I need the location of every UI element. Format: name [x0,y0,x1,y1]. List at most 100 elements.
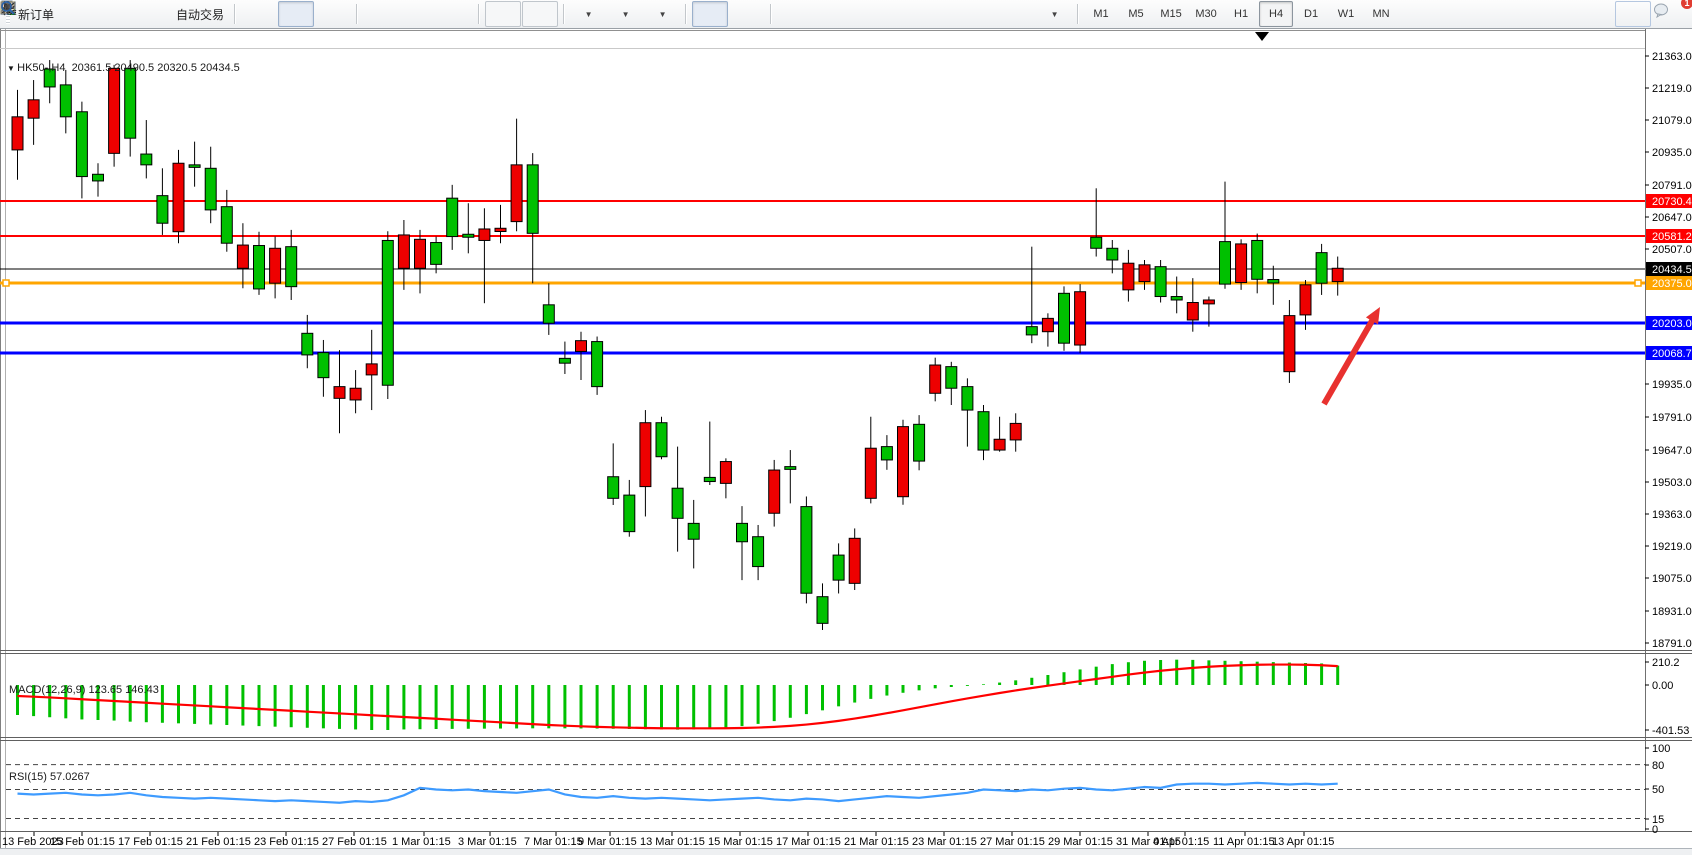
main-toolbar: 新订单 自动交易 [0,0,1692,29]
timeframe-label: M15 [1160,8,1182,20]
candle-body [1025,326,1038,336]
candle-body [575,340,587,352]
candle-body [864,447,877,499]
zoom-out-button[interactable] [1,1,436,27]
time-label: 27 Mar 01:15 [980,836,1045,848]
quotes-button[interactable] [0,1,96,27]
timeframe-h1-button[interactable]: H1 [1224,1,1258,27]
hline-handle[interactable] [2,279,10,287]
candle-body [430,242,443,265]
price-tick-label: 19219.0 [1652,541,1692,553]
rsi-axis-label: 15 [1652,814,1664,826]
time-label: 15 Mar 01:15 [708,836,773,848]
symbol-dropdown-icon[interactable]: ▼ [7,64,18,73]
toolbar-separator [770,4,773,24]
cursor-tool-button[interactable] [4,1,729,27]
periods-caret: ▼ [621,9,630,19]
candle-body [140,153,153,166]
rsi-indicator-label: RSI(15) 57.0267 [9,771,90,783]
candle-body [848,537,861,584]
periods-button[interactable]: ▼ [1,1,643,27]
candle-body [236,244,249,269]
candle-body [156,195,169,224]
timeframe-d1-button[interactable]: D1 [1294,1,1328,27]
text-tool-button[interactable]: A [3,1,998,27]
chart-shift-button[interactable] [1,1,559,27]
chart-window[interactable]: 21363.0 21219.0 21079.0 20935.0 20791.0 20647… [0,29,1692,854]
price-tag [1646,316,1692,330]
timeframe-m15-button[interactable]: M15 [1154,1,1188,27]
fibonacci-tool-button[interactable]: F [1,1,961,27]
toolbar-separator [478,4,481,24]
price-tick-label: 21363.0 [1652,51,1692,63]
timeframe-mn-button[interactable]: MN [1364,1,1398,27]
indicators-button[interactable]: ▼ [0,1,606,27]
candle-body [816,596,829,624]
tile-windows-button[interactable] [0,1,473,27]
time-label: 17 Mar 01:15 [776,836,841,848]
candle-body [945,366,958,389]
candle-body [253,245,265,290]
notifications-button[interactable]: 1 [1652,0,1692,27]
price-tick-label: 20791.0 [1652,180,1692,192]
candle-body [832,554,845,581]
candle-body [1202,299,1215,305]
candlestick-chart-button[interactable] [1,1,315,27]
horizontal-line-tool-button[interactable] [2,1,850,27]
signal-button[interactable] [1,1,170,27]
chart-bg [0,29,1692,854]
chart-shift-marker[interactable] [1255,32,1269,41]
rsi-axis-label: 0 [1652,824,1658,836]
candle-body [784,466,797,470]
auto-scroll-button[interactable] [1,1,522,27]
crosshair-tool-button[interactable] [1,1,765,27]
price-chart-canvas[interactable]: 21363.0 21219.0 21079.0 20935.0 20791.0 20647… [0,29,1692,854]
timeframe-h4-button[interactable]: H4 [1259,1,1294,27]
chart-window-button[interactable] [0,1,133,27]
annotation-arrow-head[interactable] [1365,307,1380,325]
zoom-in-button[interactable] [1,1,399,27]
hline-handle[interactable] [1634,279,1642,287]
time-label: 15 Feb 01:15 [50,836,115,848]
new-order-label: 新订单 [18,7,55,22]
search-button[interactable] [1,1,1651,27]
time-label: 17 Feb 01:15 [118,836,183,848]
autotrading-button[interactable]: 自动交易 [1,1,229,27]
time-label: 21 Feb 01:15 [186,836,251,848]
candle-body [880,446,893,461]
timeframe-m30-button[interactable]: M30 [1189,1,1223,27]
candle-body [591,341,604,388]
bar-chart-button[interactable] [1,1,277,27]
price-tick-label: 19647.0 [1652,445,1692,457]
vertical-line-tool-button[interactable] [7,1,813,27]
price-tick-label: 18931.0 [1652,606,1692,618]
arrows-caret: ▼ [1050,9,1059,19]
arrows-tool-button[interactable]: ▼ [3,1,1072,27]
candle-body [800,506,813,594]
trendline-tool-button[interactable] [1,1,887,27]
candle-body [478,228,491,241]
text-label-tool-button[interactable]: T [1,1,1035,27]
timeframe-m5-button[interactable]: M5 [1119,1,1153,27]
candle-body [719,461,732,484]
line-chart-button[interactable] [1,1,351,27]
candle-body [124,67,137,139]
price-tag [1646,194,1692,208]
timeframe-w1-button[interactable]: W1 [1329,1,1363,27]
ohlc-values: 20361.5 20490.5 20320.5 20434.5 [71,62,240,74]
channel-tool-button[interactable]: E [0,1,924,27]
templates-button[interactable]: ▼ [0,1,680,27]
search-icon [1,1,15,15]
candle-body [269,247,282,284]
time-label: 27 Feb 01:15 [322,836,387,848]
price-tick-label: 19503.0 [1652,477,1692,489]
candle-body [397,234,410,269]
svg-text:E: E [12,10,17,16]
price-tick-label: 20507.0 [1652,244,1692,256]
candle-body [655,422,668,458]
templates-caret: ▼ [658,9,667,19]
new-order-button[interactable]: 新订单 [1,0,59,27]
annotation-arrow-shaft[interactable] [1321,312,1379,406]
timeframe-m1-button[interactable]: M1 [1084,1,1118,27]
candle-body [639,422,652,488]
